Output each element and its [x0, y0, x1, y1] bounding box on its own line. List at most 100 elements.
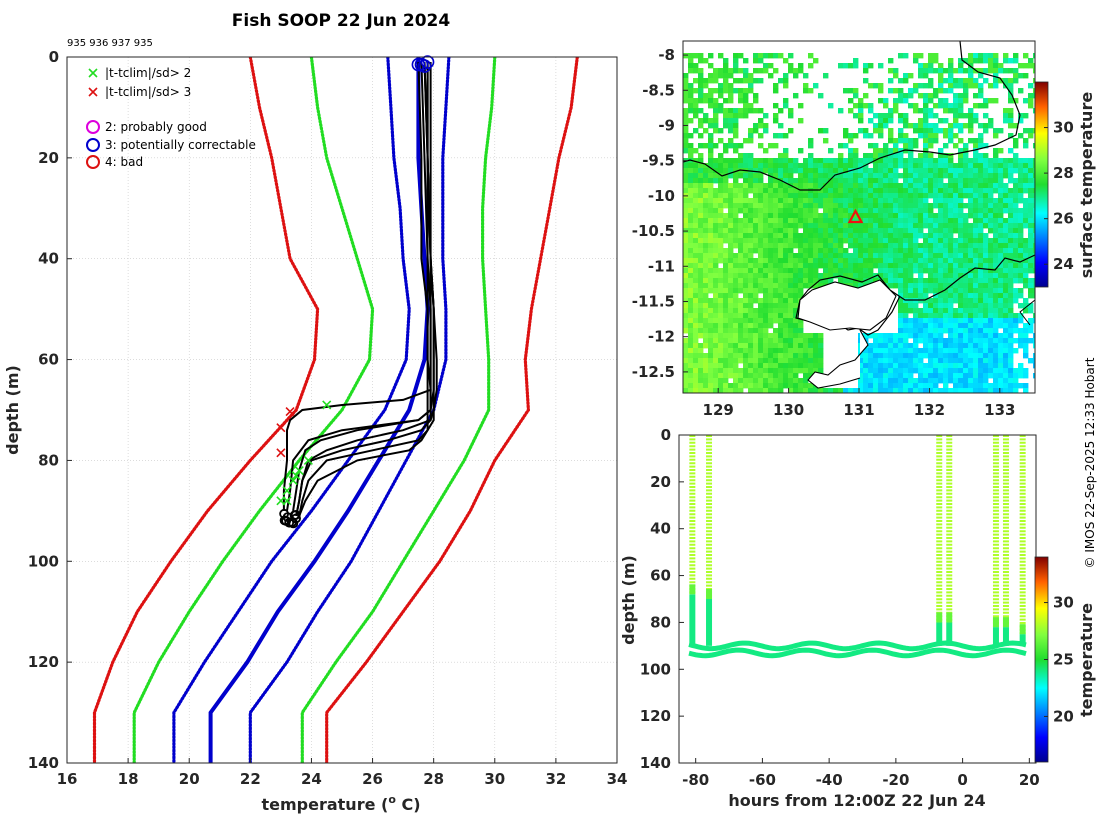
sst-pixel [748, 243, 754, 249]
sst-pixel [863, 208, 869, 214]
sst-pixel [693, 163, 699, 169]
sst-pixel [1008, 178, 1014, 184]
sst-pixel [948, 243, 954, 249]
sst-pixel [723, 273, 729, 279]
sst-pixel [683, 343, 689, 349]
sst-pixel [743, 293, 749, 299]
sst-pixel [988, 218, 994, 224]
sst-pixel [928, 143, 934, 149]
sst-pixel [1003, 238, 1009, 244]
sst-pixel [968, 288, 974, 294]
sst-pixel [728, 123, 734, 129]
sst-pixel [828, 103, 834, 109]
sst-pixel [773, 343, 779, 349]
sst-pixel [823, 248, 829, 254]
sst-pixel [733, 328, 739, 334]
sst-pixel [793, 193, 799, 199]
sst-pixel [688, 198, 694, 204]
sst-pixel [763, 283, 769, 289]
sst-pixel [963, 178, 969, 184]
sst-pixel [713, 343, 719, 349]
sst-pixel [813, 158, 819, 164]
sst-pixel [748, 128, 754, 134]
sst-pixel [813, 388, 819, 393]
sst-pixel [928, 278, 934, 284]
sst-pixel [703, 288, 709, 294]
sst-pixel [1018, 173, 1024, 179]
sst-pixel [798, 68, 804, 74]
sst-pixel [773, 183, 779, 189]
sst-pixel [983, 168, 989, 174]
sst-pixel [823, 218, 829, 224]
sst-pixel [743, 78, 749, 84]
sst-pixel [988, 293, 994, 299]
sst-pixel [718, 108, 724, 114]
sst-pixel [908, 93, 914, 99]
sst-pixel [958, 258, 964, 264]
sst-pixel [893, 268, 899, 274]
sst-pixel [838, 248, 844, 254]
sst-pixel [708, 363, 714, 369]
sst-pixel [788, 323, 794, 329]
sst-pixel [693, 328, 699, 334]
sst-pixel [958, 238, 964, 244]
sst-pixel [938, 358, 944, 364]
sst-pixel [873, 363, 879, 369]
sst-pixel [703, 353, 709, 359]
sst-pixel [903, 358, 909, 364]
sst-pixel [983, 203, 989, 209]
sst-pixel [868, 183, 874, 189]
sst-pixel [958, 373, 964, 379]
legend-marker-3 [86, 138, 100, 152]
sst-pixel [943, 323, 949, 329]
sst-pixel [988, 318, 994, 324]
cast-bottom-marker [289, 510, 300, 521]
sst-pixel [918, 93, 924, 99]
sst-pixel [978, 138, 984, 144]
sst-pixel [703, 178, 709, 184]
sst-pixel [998, 378, 1004, 384]
sst-pixel [1028, 308, 1034, 314]
sst-pixel [948, 293, 954, 299]
sst-pixel [758, 343, 764, 349]
profile-ytick-label: 120 [28, 653, 59, 671]
sst-pixel [903, 198, 909, 204]
sst-pixel [993, 338, 999, 344]
sst-pixel [863, 273, 869, 279]
sst-pixel [858, 278, 864, 284]
sst-pixel [703, 303, 709, 309]
sst-pixel [928, 113, 934, 119]
sst-pixel [683, 113, 689, 119]
sst-pixel [893, 348, 899, 354]
sst-pixel [758, 368, 764, 374]
sst-pixel [1013, 223, 1019, 229]
sst-pixel [703, 163, 709, 169]
flag-red [276, 423, 286, 433]
sst-pixel [753, 223, 759, 229]
sst-pixel [718, 83, 724, 89]
sst-pixel [883, 148, 889, 154]
sst-pixel [683, 373, 689, 379]
sst-pixel [998, 193, 1004, 199]
sst-pixel [848, 243, 854, 249]
sst-pixel [718, 388, 724, 393]
sst-pixel [688, 368, 694, 374]
sst-pixel [973, 373, 979, 379]
sst-pixel [1008, 83, 1014, 89]
sst-pixel [693, 113, 699, 119]
sst-pixel [803, 273, 809, 279]
sst-pixel [1008, 268, 1014, 274]
sst-pixel [1013, 228, 1019, 234]
sst-pixel [993, 238, 999, 244]
sst-pixel [978, 123, 984, 129]
sst-pixel [713, 98, 719, 104]
sst-pixel [698, 248, 704, 254]
sst-pixel [1003, 293, 1009, 299]
sst-pixel [788, 178, 794, 184]
sst-pixel [713, 308, 719, 314]
sst-pixel [853, 63, 859, 69]
sst-pixel [998, 168, 1004, 174]
sst-pixel [998, 183, 1004, 189]
sst-pixel [908, 328, 914, 334]
sst-pixel [1013, 218, 1019, 224]
